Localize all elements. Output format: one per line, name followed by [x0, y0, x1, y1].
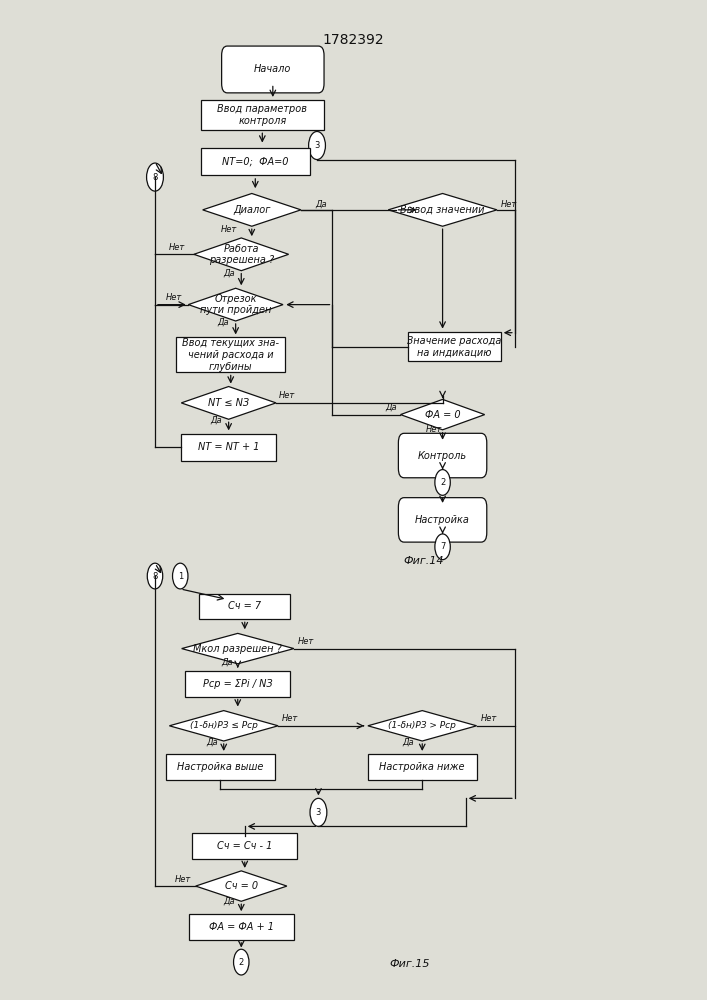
Bar — [176, 337, 285, 372]
Text: Нет: Нет — [279, 391, 296, 400]
Text: Нет: Нет — [175, 875, 191, 884]
Text: Настройка выше: Настройка выше — [177, 762, 264, 772]
Text: (1-δн)РЗ > Рср: (1-δн)РЗ > Рср — [388, 721, 456, 730]
Circle shape — [146, 163, 163, 191]
Text: Контроль: Контроль — [418, 451, 467, 461]
Text: Да: Да — [223, 897, 235, 906]
Text: Начало: Начало — [254, 64, 291, 74]
Text: Диалог: Диалог — [233, 205, 271, 215]
Polygon shape — [196, 871, 287, 901]
Text: Нет: Нет — [481, 714, 498, 723]
Text: Сч = Сч - 1: Сч = Сч - 1 — [217, 841, 272, 851]
Text: Рср = ΣРi / NЗ: Рср = ΣРi / NЗ — [203, 679, 273, 689]
Text: ФА = 0: ФА = 0 — [425, 410, 460, 420]
Text: ФА = ФА + 1: ФА = ФА + 1 — [209, 922, 274, 932]
Text: Нет: Нет — [166, 293, 182, 302]
Text: Сч = 7: Сч = 7 — [228, 601, 262, 611]
Text: Ввод параметров
контроля: Ввод параметров контроля — [217, 104, 308, 126]
Text: Нет: Нет — [426, 425, 442, 434]
Text: Да: Да — [315, 200, 327, 209]
Circle shape — [435, 470, 450, 495]
Polygon shape — [181, 387, 276, 419]
Text: (1-δн)РЗ ≤ Рср: (1-δн)РЗ ≤ Рср — [189, 721, 257, 730]
Text: 3: 3 — [316, 808, 321, 817]
Text: 3: 3 — [315, 141, 320, 150]
Text: Нет: Нет — [169, 243, 185, 252]
Bar — [181, 434, 276, 461]
Bar — [368, 754, 477, 780]
Polygon shape — [194, 238, 288, 271]
Text: NТ ≤ NЗ: NТ ≤ NЗ — [208, 398, 249, 408]
Polygon shape — [170, 711, 278, 741]
Circle shape — [309, 131, 325, 160]
Text: Ввод текущих зна-
чений расхода и
глубины: Ввод текущих зна- чений расхода и глубин… — [182, 338, 279, 372]
Text: NТ = NТ + 1: NТ = NТ + 1 — [198, 442, 259, 452]
Bar — [408, 332, 501, 361]
FancyBboxPatch shape — [398, 433, 487, 478]
Circle shape — [310, 798, 327, 826]
Circle shape — [435, 534, 450, 560]
Text: Да: Да — [402, 738, 414, 747]
Text: 8: 8 — [152, 572, 158, 581]
Text: Да: Да — [210, 416, 222, 425]
Text: Значение расхода
на индикацию: Значение расхода на индикацию — [407, 336, 502, 358]
Text: Отрезок
пути пройден: Отрезок пути пройден — [200, 294, 271, 315]
Text: 7: 7 — [440, 542, 445, 551]
Circle shape — [233, 949, 249, 975]
Bar — [185, 671, 291, 697]
Bar — [201, 100, 324, 130]
Bar — [201, 148, 310, 175]
Polygon shape — [182, 633, 294, 664]
Text: 1: 1 — [177, 572, 183, 581]
Text: Да: Да — [206, 738, 218, 747]
Polygon shape — [368, 711, 477, 741]
Text: Да: Да — [385, 403, 397, 412]
Polygon shape — [203, 193, 301, 226]
Text: Да: Да — [217, 318, 229, 327]
Text: Фиг.15: Фиг.15 — [390, 959, 430, 969]
Bar — [166, 754, 274, 780]
Text: 1782392: 1782392 — [322, 33, 385, 47]
Text: 2: 2 — [440, 478, 445, 487]
Text: Нет: Нет — [501, 200, 517, 209]
Bar — [192, 833, 298, 859]
Text: 8: 8 — [152, 173, 158, 182]
Text: Сч = 0: Сч = 0 — [225, 881, 258, 891]
Polygon shape — [388, 193, 497, 226]
Polygon shape — [400, 399, 485, 430]
Text: 2: 2 — [239, 958, 244, 967]
FancyBboxPatch shape — [398, 498, 487, 542]
Bar — [189, 914, 294, 940]
Text: Нет: Нет — [221, 225, 237, 234]
Text: Работа
разрешена ?: Работа разрешена ? — [209, 244, 274, 265]
Text: Мкол разрешен ?: Мкол разрешен ? — [194, 644, 282, 654]
Text: Фиг.14: Фиг.14 — [404, 556, 444, 566]
Text: Настройка ниже: Настройка ниже — [380, 762, 465, 772]
FancyBboxPatch shape — [221, 46, 324, 93]
Text: Вывод значений: Вывод значений — [400, 205, 485, 215]
Text: Настройка: Настройка — [415, 515, 470, 525]
Text: Да: Да — [221, 658, 233, 667]
Circle shape — [173, 563, 188, 589]
Circle shape — [147, 563, 163, 589]
Text: Нет: Нет — [298, 637, 314, 646]
Text: Нет: Нет — [282, 714, 298, 723]
Bar — [199, 594, 291, 619]
Text: NТ=0;  ФА=0: NТ=0; ФА=0 — [222, 157, 288, 167]
Text: Да: Да — [223, 269, 235, 278]
Polygon shape — [188, 288, 283, 321]
